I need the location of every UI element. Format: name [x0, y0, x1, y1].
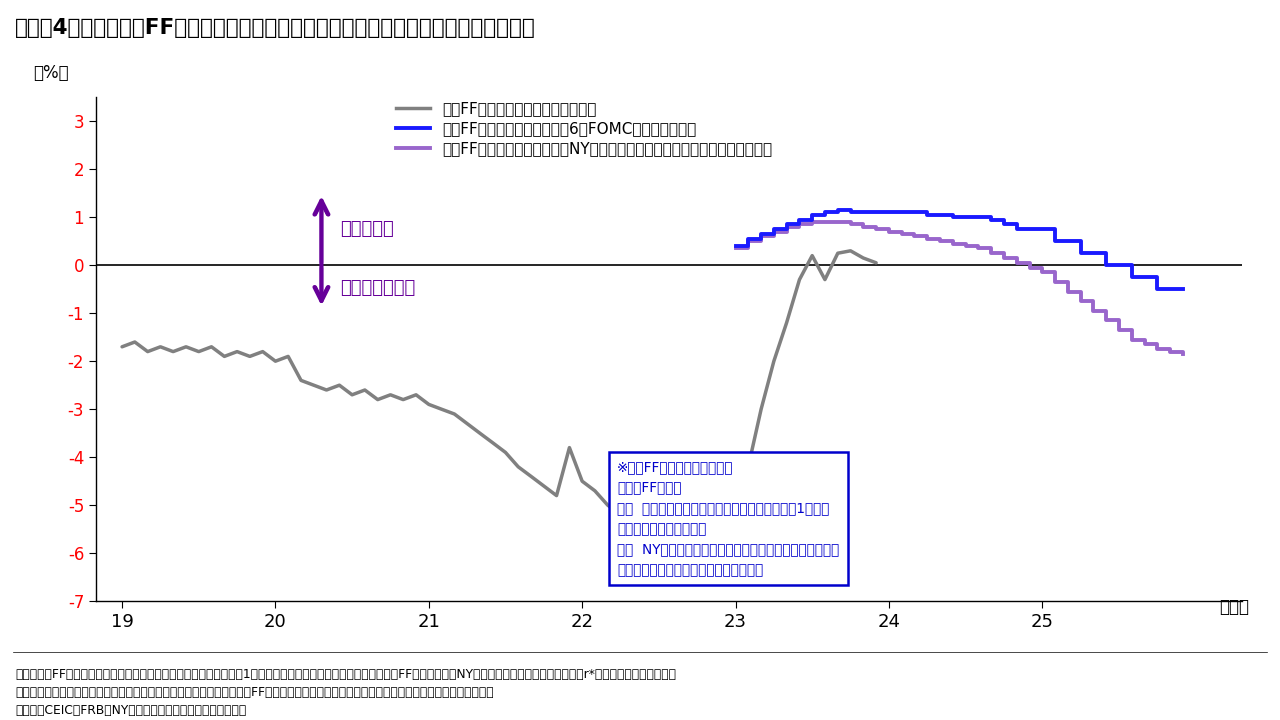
- 実質FFレートの景気抑制度（実績）: [842, 246, 858, 255]
- 実質FFレートの景気抑制度（6月FOMC見通しに準拠）: [1111, 261, 1126, 269]
- 実質FFレートの景気抑制度（NY連銀調査によるコンセンサス見通しに準拠）: [728, 244, 744, 253]
- 実質FFレートの景気抑制度（NY連銀調査によるコンセンサス見通しに準拠）: [932, 237, 947, 246]
- 実質FFレートの景気抑制度（6月FOMC見通しに準拠）: [945, 213, 960, 222]
- 実質FFレートの景気抑制度（6月FOMC見通しに準拠）: [1021, 225, 1037, 233]
- 実質FFレートの景気抑制度（NY連銀調査によるコンセンサス見通しに準拠）: [792, 220, 808, 229]
- 実質FFレートの景気抑制度（実績）: [357, 386, 372, 395]
- 実質FFレートの景気抑制度（NY連銀調査によるコンセンサス見通しに準拠）: [1073, 297, 1088, 305]
- 実質FFレートの景気抑制度（NY連銀調査によるコンセンサス見通しに準拠）: [780, 222, 795, 231]
- 実質FFレートの景気抑制度（NY連銀調査によるコンセンサス見通しに準拠）: [881, 228, 896, 236]
- 実質FFレートの景気抑制度（6月FOMC見通しに準拠）: [754, 230, 769, 238]
- 実質FFレートの景気抑制度（実績）: [242, 352, 257, 361]
- 実質FFレートの景気抑制度（実績）: [332, 381, 347, 390]
- 実質FFレートの景気抑制度（実績）: [370, 395, 385, 404]
- 実質FFレートの景気抑制度（6月FOMC見通しに準拠）: [1098, 261, 1114, 269]
- 実質FFレートの景気抑制度（NY連銀調査によるコンセンサス見通しに準拠）: [906, 232, 922, 240]
- 実質FFレートの景気抑制度（6月FOMC見通しに準拠）: [1175, 285, 1190, 294]
- Legend: 実質FFレートの景気抑制度（実績）, 実質FFレートの景気抑制度（6月FOMC見通しに準拠）, 実質FFレートの景気抑制度（NY連銀調査によるコンセンサス見通し: 実質FFレートの景気抑制度（実績）, 実質FFレートの景気抑制度（6月FOMC見…: [390, 95, 778, 163]
- 実質FFレートの景気抑制度（NY連銀調査によるコンセンサス見通しに準拠）: [1021, 264, 1037, 272]
- 実質FFレートの景気抑制度（NY連銀調査によるコンセンサス見通しに準拠）: [842, 220, 858, 229]
- 実質FFレートの景気抑制度（NY連銀調査によるコンセンサス見通しに準拠）: [831, 217, 846, 226]
- 実質FFレートの景気抑制度（6月FOMC見通しに準拠）: [1060, 237, 1075, 246]
- 実質FFレートの景気抑制度（6月FOMC見通しに準拠）: [767, 225, 782, 233]
- Text: ※実質FFレートの景気抑制度
＝名目FFレート
　－  期待インフレ率（ミシガン大学調査による1年先の
　　　期待インフレ率）
　－  NY連銀が算出する自然利: ※実質FFレートの景気抑制度 ＝名目FFレート － 期待インフレ率（ミシガン大学…: [617, 460, 840, 577]
- 実質FFレートの景気抑制度（NY連銀調査によるコンセンサス見通しに準拠）: [1047, 278, 1062, 287]
- 実質FFレートの景気抑制度（6月FOMC見通しに準拠）: [881, 208, 896, 217]
- 実質FFレートの景気抑制度（6月FOMC見通しに準拠）: [780, 220, 795, 229]
- 実質FFレートの景気抑制度（NY連銀調査によるコンセンサス見通しに準拠）: [1009, 258, 1024, 267]
- 実質FFレートの景気抑制度（6月FOMC見通しに準拠）: [906, 208, 922, 217]
- 実質FFレートの景気抑制度（6月FOMC見通しに準拠）: [932, 210, 947, 219]
- 実質FFレートの景気抑制度（6月FOMC見通しに準拠）: [983, 215, 998, 224]
- Text: （図表4）米国：実質FFレートの景気抑制度（中立金利を上回る程度）についての試算: （図表4）米国：実質FFレートの景気抑制度（中立金利を上回る程度）についての試算: [15, 18, 536, 38]
- 実質FFレートの景気抑制度（NY連銀調査によるコンセンサス見通しに準拠）: [1149, 345, 1165, 354]
- 実質FFレートの景気抑制度（6月FOMC見通しに準拠）: [893, 208, 909, 217]
- 実質FFレートの景気抑制度（NY連銀調査によるコンセンサス見通しに準拠）: [1034, 268, 1050, 276]
- 実質FFレートの景気抑制度（NY連銀調査によるコンセンサス見通しに準拠）: [1111, 325, 1126, 334]
- 実質FFレートの景気抑制度（6月FOMC見通しに準拠）: [842, 208, 858, 217]
- 実質FFレートの景気抑制度（6月FOMC見通しに準拠）: [831, 206, 846, 215]
- 実質FFレートの景気抑制度（6月FOMC見通しに準拠）: [1124, 273, 1139, 282]
- 実質FFレートの景気抑制度（NY連銀調査によるコンセンサス見通しに準拠）: [1175, 350, 1190, 359]
- Line: 実質FFレートの景気抑制度（6月FOMC見通しに準拠）: 実質FFレートの景気抑制度（6月FOMC見通しに準拠）: [736, 210, 1183, 289]
- 実質FFレートの景気抑制度（6月FOMC見通しに準拠）: [970, 213, 986, 222]
- 実質FFレートの景気抑制度（6月FOMC見通しに準拠）: [996, 220, 1011, 229]
- 実質FFレートの景気抑制度（NY連銀調査によるコンセンサス見通しに準拠）: [1060, 287, 1075, 296]
- 実質FFレートの景気抑制度（NY連銀調査によるコンセンサス見通しに準拠）: [945, 239, 960, 248]
- 実質FFレートの景気抑制度（NY連銀調査によるコンセンサス見通しに準拠）: [805, 217, 820, 226]
- Text: （年）: （年）: [1220, 598, 1249, 616]
- 実質FFレートの景気抑制度（6月FOMC見通しに準拠）: [792, 215, 808, 224]
- 実質FFレートの景気抑制度（NY連銀調査によるコンセンサス見通しに準拠）: [919, 235, 934, 243]
- 実質FFレートの景気抑制度（6月FOMC見通しに準拠）: [1149, 285, 1165, 294]
- Line: 実質FFレートの景気抑制度（実績）: 実質FFレートの景気抑制度（実績）: [122, 251, 876, 572]
- 実質FFレートの景気抑制度（NY連銀調査によるコンセンサス見通しに準拠）: [893, 230, 909, 238]
- 実質FFレートの景気抑制度（NY連銀調査によるコンセンサス見通しに準拠）: [970, 244, 986, 253]
- 実質FFレートの景気抑制度（NY連銀調査によるコンセンサス見通しに準拠）: [855, 222, 870, 231]
- 実質FFレートの景気抑制度（NY連銀調査によるコンセンサス見通しに準拠）: [868, 225, 883, 233]
- 実質FFレートの景気抑制度（NY連銀調査によるコンセンサス見通しに準拠）: [754, 232, 769, 240]
- Text: 景気抑制的: 景気抑制的: [340, 220, 393, 238]
- 実質FFレートの景気抑制度（実績）: [716, 568, 731, 577]
- 実質FFレートの景気抑制度（実績）: [868, 258, 883, 267]
- 実質FFレートの景気抑制度（6月FOMC見通しに準拠）: [1085, 249, 1101, 258]
- 実質FFレートの景気抑制度（6月FOMC見通しに準拠）: [1009, 225, 1024, 233]
- Text: （注）実質FF金利の景気抑制度は、ミシガン大学消費者調査による1年先の期待インフレ率を用いて算出した実質FFレートから、NY連銀が算出する実質の中立金利（r*《: （注）実質FF金利の景気抑制度は、ミシガン大学消費者調査による1年先の期待インフ…: [15, 668, 676, 717]
- 実質FFレートの景気抑制度（6月FOMC見通しに準拠）: [1137, 273, 1152, 282]
- 実質FFレートの景気抑制度（NY連銀調査によるコンセンサス見通しに準拠）: [817, 217, 832, 226]
- Text: 景気サポート的: 景気サポート的: [340, 279, 415, 297]
- 実質FFレートの景気抑制度（NY連銀調査によるコンセンサス見通しに準拠）: [996, 253, 1011, 262]
- 実質FFレートの景気抑制度（6月FOMC見通しに準拠）: [805, 210, 820, 219]
- 実質FFレートの景気抑制度（実績）: [306, 381, 321, 390]
- 実質FFレートの景気抑制度（NY連銀調査によるコンセンサス見通しに準拠）: [1124, 336, 1139, 344]
- 実質FFレートの景気抑制度（6月FOMC見通しに準拠）: [1073, 249, 1088, 258]
- 実質FFレートの景気抑制度（NY連銀調査によるコンセンサス見通しに準拠）: [741, 237, 756, 246]
- 実質FFレートの景気抑制度（実績）: [588, 487, 603, 495]
- 実質FFレートの景気抑制度（実績）: [114, 343, 129, 351]
- 実質FFレートの景気抑制度（NY連銀調査によるコンセンサス見通しに準拠）: [1137, 340, 1152, 348]
- FancyArrowPatch shape: [315, 201, 329, 301]
- 実質FFレートの景気抑制度（6月FOMC見通しに準拠）: [868, 208, 883, 217]
- 実質FFレートの景気抑制度（6月FOMC見通しに準拠）: [957, 213, 973, 222]
- 実質FFレートの景気抑制度（6月FOMC見通しに準拠）: [728, 242, 744, 251]
- Text: （%）: （%）: [33, 64, 69, 82]
- Line: 実質FFレートの景気抑制度（NY連銀調査によるコンセンサス見通しに準拠）: 実質FFレートの景気抑制度（NY連銀調査によるコンセンサス見通しに準拠）: [736, 222, 1183, 354]
- 実質FFレートの景気抑制度（6月FOMC見通しに準拠）: [1162, 285, 1178, 294]
- 実質FFレートの景気抑制度（6月FOMC見通しに準拠）: [1047, 237, 1062, 246]
- 実質FFレートの景気抑制度（NY連銀調査によるコンセンサス見通しに準拠）: [1162, 347, 1178, 356]
- 実質FFレートの景気抑制度（NY連銀調査によるコンセンサス見通しに準拠）: [957, 242, 973, 251]
- 実質FFレートの景気抑制度（6月FOMC見通しに準拠）: [817, 208, 832, 217]
- 実質FFレートの景気抑制度（6月FOMC見通しに準拠）: [1034, 225, 1050, 233]
- 実質FFレートの景気抑制度（6月FOMC見通しに準拠）: [855, 208, 870, 217]
- 実質FFレートの景気抑制度（6月FOMC見通しに準拠）: [741, 235, 756, 243]
- 実質FFレートの景気抑制度（NY連銀調査によるコンセンサス見通しに準拠）: [983, 249, 998, 258]
- 実質FFレートの景気抑制度（6月FOMC見通しに準拠）: [919, 210, 934, 219]
- 実質FFレートの景気抑制度（NY連銀調査によるコンセンサス見通しに準拠）: [1085, 307, 1101, 315]
- 実質FFレートの景気抑制度（NY連銀調査によるコンセンサス見通しに準拠）: [767, 228, 782, 236]
- 実質FFレートの景気抑制度（NY連銀調査によるコンセンサス見通しに準拠）: [1098, 316, 1114, 325]
